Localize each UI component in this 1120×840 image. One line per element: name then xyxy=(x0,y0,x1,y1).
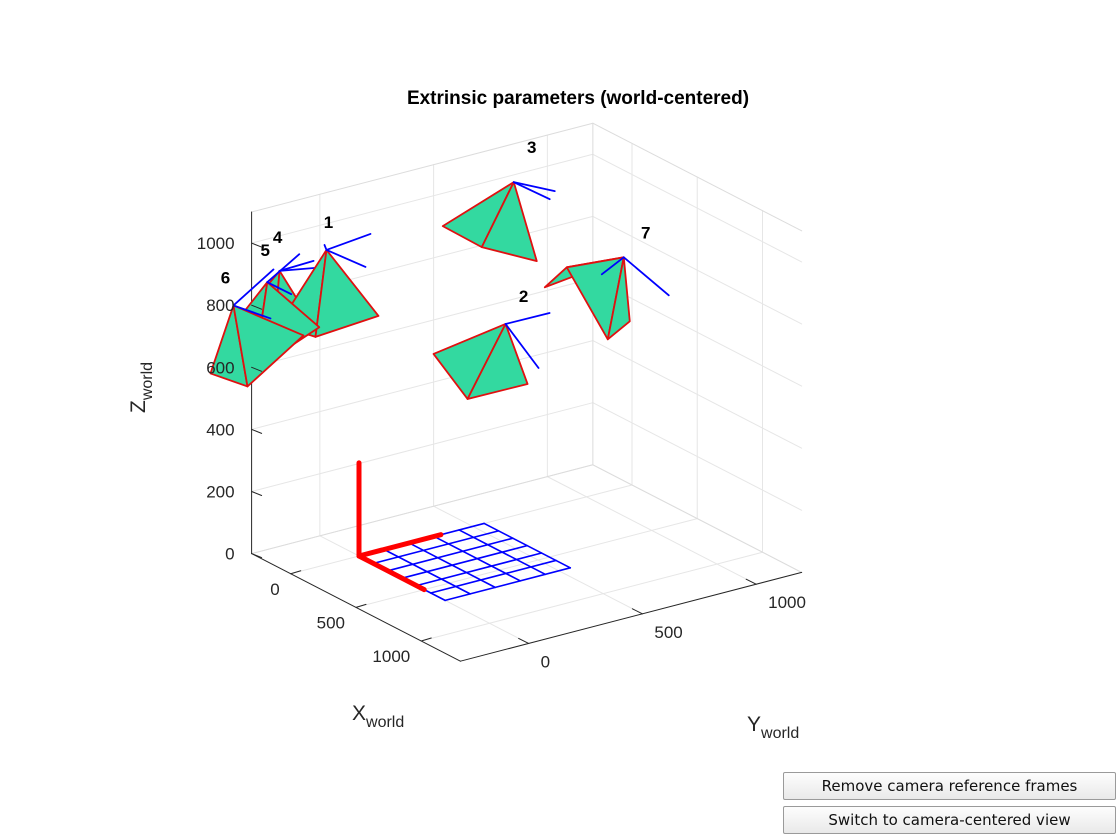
z-axis-label: Zworld xyxy=(127,362,156,413)
x-tick-mark xyxy=(420,637,432,642)
camera-frame-axis xyxy=(622,256,670,297)
z-tick-mark xyxy=(251,366,263,372)
z-tick-mark xyxy=(251,304,263,310)
pattern-line xyxy=(401,544,528,579)
camera-frame-axis xyxy=(600,256,625,276)
z-tick-label: 600 xyxy=(206,358,234,377)
grid-line xyxy=(251,277,594,368)
x-axis-label: Xworld xyxy=(352,702,404,731)
calibration-pattern xyxy=(356,460,572,602)
pattern-line xyxy=(415,552,543,587)
camera-frame-axis xyxy=(232,304,272,320)
z-tick-mark xyxy=(251,553,263,559)
camera-face xyxy=(466,323,529,400)
remove-camera-frames-button[interactable]: Remove camera reference frames xyxy=(783,772,1116,800)
camera-label: 7 xyxy=(641,223,650,242)
pattern-line xyxy=(372,530,500,565)
camera-frame-axis xyxy=(323,244,328,251)
z-tick-mark xyxy=(251,490,263,496)
grid-line xyxy=(433,505,643,615)
grid-line xyxy=(592,402,803,511)
grid-line xyxy=(592,340,803,449)
grid-line xyxy=(592,215,803,325)
pattern-line xyxy=(483,522,572,569)
camera-2: 2 xyxy=(432,287,551,400)
camera-frame-axis xyxy=(512,181,556,193)
grid-line xyxy=(251,402,594,492)
grid-line xyxy=(420,551,763,642)
camera-7: 7 xyxy=(543,223,670,341)
grid-line xyxy=(355,518,698,608)
camera-frame-axis xyxy=(504,312,551,325)
x-tick-mark xyxy=(290,570,302,575)
box-edge xyxy=(592,122,803,232)
z-tick-label: 200 xyxy=(206,482,234,501)
z-tick-label: 800 xyxy=(206,296,234,315)
pattern-line xyxy=(458,529,547,576)
pattern-line xyxy=(444,567,572,602)
camera-frame-axis xyxy=(504,323,540,369)
camera-frame-axis xyxy=(266,281,293,296)
z-tick-label: 400 xyxy=(206,420,234,439)
y-tick-mark xyxy=(745,578,757,585)
camera-face xyxy=(232,304,305,388)
y-axis-label: Yworld xyxy=(747,713,799,742)
chart-title: Extrinsic parameters (world-centered) xyxy=(407,88,749,109)
switch-camera-centered-view-button[interactable]: Switch to camera-centered view xyxy=(783,806,1116,834)
grid-layer xyxy=(251,122,803,662)
z-tick-mark xyxy=(251,428,263,434)
camera-frame-axis xyxy=(512,181,551,201)
camera-frame-axis xyxy=(278,260,315,272)
y-tick-mark xyxy=(518,637,530,644)
y-tick-mark xyxy=(631,608,643,615)
z-tick-label: 0 xyxy=(225,545,234,564)
y-tick-label: 500 xyxy=(654,623,682,642)
world-y-axis xyxy=(356,532,444,559)
pattern-line xyxy=(386,537,514,572)
camera-label: 2 xyxy=(519,287,528,306)
tick-layer: 0 500 1000 0 500 1000 0 200 400 600 800 1000 xyxy=(197,234,806,671)
camera-frame-axis xyxy=(266,253,301,284)
camera-6: 6 xyxy=(209,268,305,388)
camera-face xyxy=(480,181,538,263)
y-tick-label: 0 xyxy=(541,652,550,671)
x-tick-label: 0 xyxy=(270,580,279,599)
grid-line xyxy=(592,153,803,263)
box-edge xyxy=(251,464,594,555)
camera-frame-axis xyxy=(325,233,372,251)
world-x-axis xyxy=(356,553,427,593)
y-tick-label: 1000 xyxy=(768,593,806,612)
y-axis-line xyxy=(459,571,803,662)
grid-line xyxy=(251,340,594,430)
x-tick-mark xyxy=(355,603,367,608)
grid-line xyxy=(251,153,594,244)
pattern-line xyxy=(433,535,522,582)
z-tick-label: 1000 xyxy=(197,234,235,253)
camera-label: 1 xyxy=(324,213,333,232)
x-tick-label: 500 xyxy=(317,613,345,632)
pattern-line xyxy=(408,542,496,589)
camera-frame-axis xyxy=(325,249,367,268)
x-tick-label: 1000 xyxy=(372,647,410,666)
camera-label: 4 xyxy=(273,228,283,247)
camera-face xyxy=(314,249,380,338)
camera-frame-axis xyxy=(232,268,275,307)
box-edge xyxy=(251,122,594,213)
box-edge xyxy=(592,464,803,573)
camera-3: 3 xyxy=(441,138,556,263)
camera-label: 5 xyxy=(261,241,270,260)
grid-line xyxy=(546,476,757,585)
pattern-line xyxy=(383,548,471,595)
pattern-line xyxy=(429,559,557,594)
z-tick-mark xyxy=(251,242,263,248)
camera-layer: 3 2 7 4 1 5 6 xyxy=(209,138,670,400)
camera-label: 3 xyxy=(527,138,536,157)
camera-label: 6 xyxy=(221,268,230,287)
camera-face xyxy=(606,256,631,341)
